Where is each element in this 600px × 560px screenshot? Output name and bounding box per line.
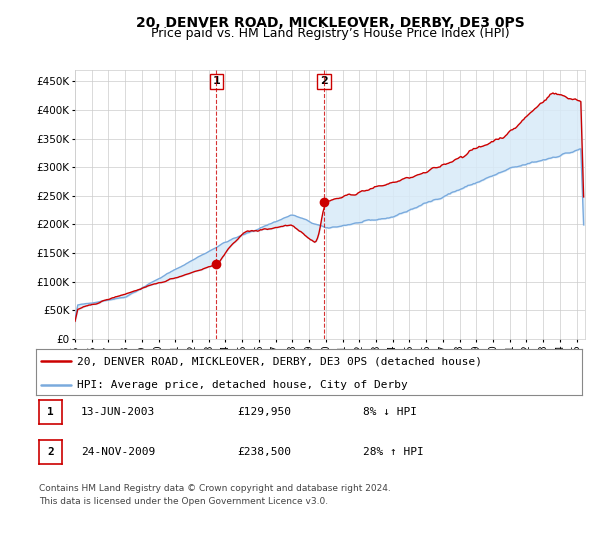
Text: 2: 2: [47, 447, 54, 457]
Text: Price paid vs. HM Land Registry’s House Price Index (HPI): Price paid vs. HM Land Registry’s House …: [151, 27, 509, 40]
Text: 24-NOV-2009: 24-NOV-2009: [81, 447, 155, 457]
Text: 20, DENVER ROAD, MICKLEOVER, DERBY, DE3 0PS (detached house): 20, DENVER ROAD, MICKLEOVER, DERBY, DE3 …: [77, 356, 482, 366]
Text: 1: 1: [47, 407, 54, 417]
Text: £129,950: £129,950: [237, 407, 291, 417]
Text: 2: 2: [320, 76, 328, 86]
Text: HPI: Average price, detached house, City of Derby: HPI: Average price, detached house, City…: [77, 380, 408, 390]
Text: 13-JUN-2003: 13-JUN-2003: [81, 407, 155, 417]
Text: 28% ↑ HPI: 28% ↑ HPI: [363, 447, 424, 457]
Text: 8% ↓ HPI: 8% ↓ HPI: [363, 407, 417, 417]
Text: 1: 1: [212, 76, 220, 86]
Text: Contains HM Land Registry data © Crown copyright and database right 2024.
This d: Contains HM Land Registry data © Crown c…: [39, 484, 391, 506]
Text: £238,500: £238,500: [237, 447, 291, 457]
Text: 20, DENVER ROAD, MICKLEOVER, DERBY, DE3 0PS: 20, DENVER ROAD, MICKLEOVER, DERBY, DE3 …: [136, 16, 524, 30]
